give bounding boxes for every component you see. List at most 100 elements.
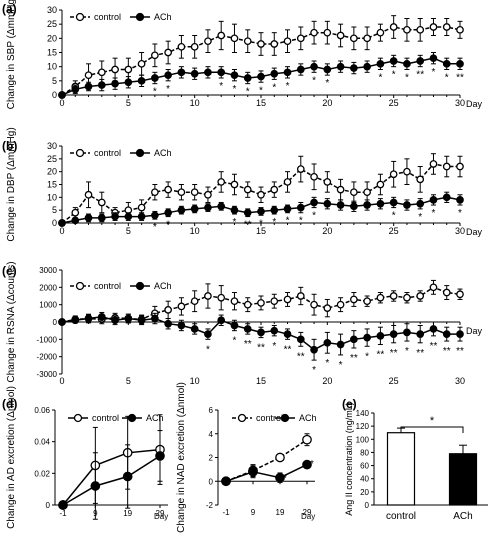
y-tick-label: 0: [46, 501, 51, 510]
y-tick-label: 80: [360, 448, 369, 457]
data-point: [283, 330, 292, 338]
significance-mark: **: [390, 348, 398, 359]
data-point: [84, 190, 93, 199]
legend-label: ACh: [146, 413, 164, 423]
data-point: [376, 59, 385, 68]
data-point: [376, 293, 385, 302]
bar-control: [386, 432, 416, 506]
series-ach: [58, 430, 165, 520]
y-axis-label: Change in AD excretion (Δnmol): [6, 386, 17, 529]
data-point: [84, 314, 93, 323]
data-point: [376, 199, 385, 208]
legend-marker: [75, 281, 85, 291]
data-point: [429, 283, 438, 292]
data-point: [456, 290, 464, 299]
y-tick-label: 30: [47, 5, 57, 15]
data-point: [243, 37, 252, 46]
data-point: [302, 434, 312, 445]
legend-item-ach: ACh: [130, 12, 172, 22]
data-point: [124, 65, 133, 74]
panel-a-label: (a): [2, 2, 17, 16]
legend-marker: [127, 413, 137, 423]
chart-rsna: -3000 -2000 -1000 0 1000 2000 3000 0 5 10 15 20 25 30…: [6, 261, 482, 386]
legend-label: control: [94, 148, 121, 158]
data-point: [84, 71, 93, 80]
series-ach: [58, 191, 464, 227]
data-point: [122, 471, 133, 482]
y-tick-label: 140: [356, 409, 370, 418]
data-point: [230, 180, 239, 189]
data-point: [416, 175, 425, 184]
panel-c-label: (c): [2, 264, 17, 278]
data-point: [177, 188, 186, 197]
data-point: [230, 206, 239, 215]
data-point: [350, 64, 358, 72]
data-point: [376, 332, 385, 340]
data-point: [84, 82, 93, 91]
x-axis-label: Day: [466, 227, 483, 237]
data-point: [217, 31, 226, 40]
x-tick-label: -1: [59, 509, 67, 518]
y-tick-label: 0.04: [34, 438, 50, 447]
data-point: [389, 330, 398, 338]
data-point: [336, 201, 345, 209]
x-tick-label: 10: [190, 226, 200, 236]
y-tick-label: 3000: [39, 266, 57, 275]
data-point: [442, 193, 451, 202]
data-point: [363, 333, 371, 342]
data-point: [456, 162, 464, 171]
x-tick-label: 19: [276, 508, 285, 517]
y-tick-label: -2000: [37, 353, 58, 362]
x-tick-label: 5: [126, 226, 131, 236]
y-tick-label: 6: [209, 406, 214, 415]
y-axis-label: Change in SBP (ΔmmHg): [6, 0, 17, 109]
data-point: [190, 69, 199, 78]
data-point: [177, 302, 186, 311]
x-tick-label: 19: [123, 509, 132, 518]
data-point: [350, 188, 358, 197]
y-tick-label: 100: [356, 435, 370, 444]
significance-mark: *: [272, 217, 276, 228]
significance-mark: *: [153, 222, 157, 233]
data-point: [243, 208, 252, 217]
y-axis-label: Ang II concentration (ng/mL): [344, 402, 354, 516]
data-point: [151, 211, 159, 220]
significance-mark: **: [430, 341, 438, 352]
y-tick-label: 40: [360, 475, 369, 484]
series-line: [225, 463, 308, 483]
data-point: [376, 28, 385, 37]
y-tick-label: 25: [47, 154, 57, 164]
data-point: [217, 68, 226, 77]
y-tick-label: 0.06: [34, 406, 50, 415]
legend-marker: [237, 413, 247, 423]
data-point: [350, 335, 358, 344]
data-point: [230, 71, 239, 80]
y-tick-label: 4: [209, 430, 214, 439]
y-tick-label: 0: [52, 90, 57, 100]
data-point: [283, 295, 292, 304]
data-point: [257, 299, 265, 307]
legend-label: control: [94, 281, 121, 291]
data-point: [124, 212, 133, 221]
data-point: [283, 37, 292, 46]
significance-mark: **: [350, 353, 358, 364]
significance-mark: *: [286, 81, 290, 92]
data-point: [111, 79, 119, 88]
x-tick-label: 5: [126, 376, 131, 386]
data-point: [363, 62, 371, 71]
significance-mark: *: [312, 211, 316, 222]
panel-d-label: (d): [2, 397, 17, 411]
x-tick-label: 25: [389, 98, 399, 108]
data-point: [137, 59, 146, 68]
significance-mark: *: [392, 70, 396, 81]
data-point: [456, 59, 464, 68]
data-point: [296, 34, 305, 43]
data-point: [323, 28, 332, 37]
data-point: [221, 476, 231, 487]
significance-mark: *: [325, 358, 329, 369]
